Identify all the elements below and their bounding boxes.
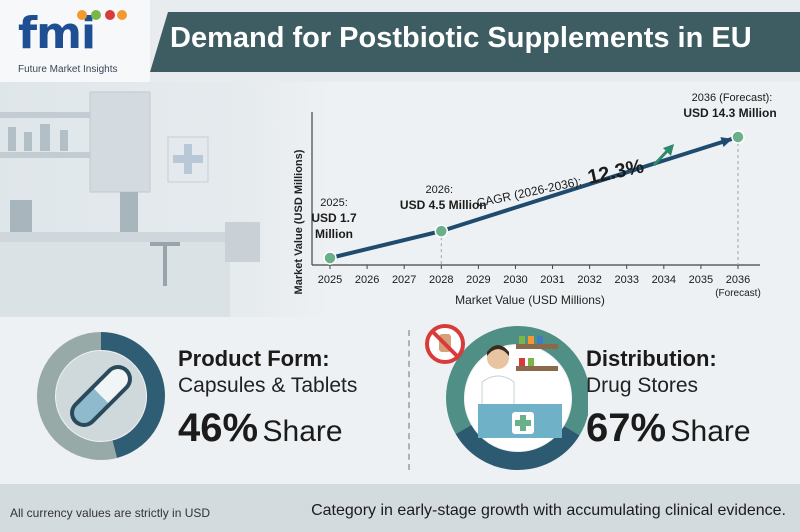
x-axis-label: Market Value (USD Millions): [455, 293, 605, 307]
distribution-share-value: 67%: [586, 406, 667, 450]
x-tick-label: 2029: [466, 274, 490, 286]
x-tick-label: 2036: [726, 274, 750, 286]
distribution-title: Distribution:: [586, 346, 717, 371]
title-bar: [150, 12, 800, 72]
annotation-2025-value-unit: Million: [315, 227, 353, 241]
data-point: [434, 224, 449, 238]
x-tick-label: 2034: [652, 274, 676, 286]
currency-note: All currency values are strictly in USD: [10, 506, 211, 520]
product-form-donut-rest-segment: [37, 332, 117, 460]
product-form-card: Product Form: Capsules & Tablets 46% Sha…: [0, 322, 400, 480]
series-arrowhead: [720, 137, 733, 148]
annotation-2036-label: 2036 (Forecast):: [692, 92, 773, 104]
x-tick-label: 2027: [392, 274, 416, 286]
logo-dots: [77, 10, 127, 20]
annotation-2028-value: USD 4.5 Million: [400, 198, 487, 212]
product-form-donut: [37, 332, 165, 460]
y-axis-label: Market Value (USD Millions): [293, 149, 305, 294]
x-tick-forecast-note: (Forecast): [715, 288, 761, 299]
x-tick-label: 2028: [429, 274, 453, 286]
distribution-share: 67% Share: [586, 406, 751, 451]
product-form-title: Product Form:: [178, 346, 330, 371]
footer-tagline: Category in early-stage growth with accu…: [311, 502, 786, 519]
lab-background-illustration: [0, 82, 330, 317]
distribution-donut-share-segment: [446, 326, 588, 436]
no-hand-icon: [425, 324, 465, 364]
x-tick-label: 2030: [503, 274, 527, 286]
distribution-donut-rest-segment: [455, 424, 580, 470]
annotation-2025-label: 2025:: [320, 197, 348, 209]
product-form-donut-share-segment: [100, 332, 165, 458]
cagr-value: 12.3%: [586, 155, 646, 188]
data-point: [731, 130, 745, 144]
x-tick-label: 2025: [318, 274, 342, 286]
product-form-segment: Capsules & Tablets: [178, 374, 358, 397]
header: fmi Future Market Insights Demand for Po…: [0, 0, 800, 82]
logo: fmi Future Market Insights: [0, 0, 150, 82]
x-tick-label: 2026: [355, 274, 379, 286]
capsule-icon: [70, 365, 132, 427]
product-form-share-word: Share: [262, 415, 343, 448]
x-tick-label: 2033: [614, 274, 638, 286]
page-title: Demand for Postbiotic Supplements in EU: [170, 22, 752, 54]
distribution-segment: Drug Stores: [586, 374, 699, 397]
footer: All currency values are strictly in USD …: [0, 484, 800, 532]
x-tick-label: 2031: [540, 274, 564, 286]
annotation-2036-value: USD 14.3 Million: [683, 106, 776, 120]
distribution-share-word: Share: [670, 415, 751, 448]
cagr-up-arrowhead-icon: [663, 144, 674, 156]
distribution-card: Distribution: Drug Stores 67% Share: [400, 322, 800, 480]
annotation-2025-value: USD 1.7: [311, 211, 357, 225]
product-form-share-value: 46%: [178, 406, 259, 450]
annotation-2028-label: 2026:: [426, 184, 454, 196]
data-point: [323, 251, 337, 265]
card-divider: [408, 330, 410, 470]
logo-company-name: Future Market Insights: [18, 64, 118, 75]
pharmacist-icon: [478, 336, 562, 438]
market-value-chart: Market Value (USD Millions) 2025 2026 2027…: [293, 92, 777, 307]
x-tick-label: 2035: [689, 274, 713, 286]
x-tick-label: 2032: [577, 274, 601, 286]
product-form-share: 46% Share: [178, 406, 343, 451]
distribution-donut: [425, 324, 588, 470]
